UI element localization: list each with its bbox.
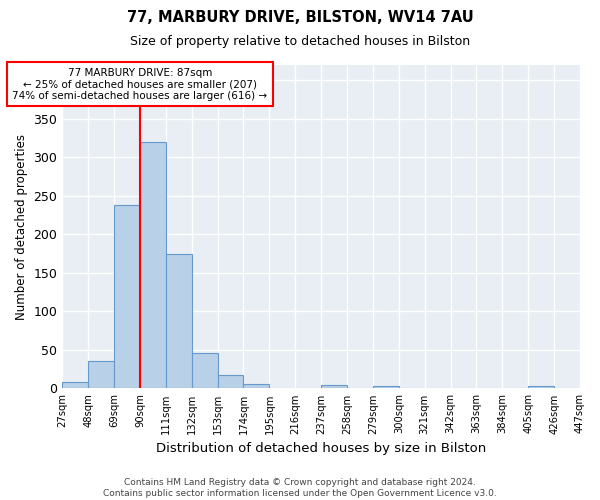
Text: Contains HM Land Registry data © Crown copyright and database right 2024.
Contai: Contains HM Land Registry data © Crown c… bbox=[103, 478, 497, 498]
Bar bbox=[528, 386, 554, 388]
Bar bbox=[114, 205, 140, 388]
Bar bbox=[244, 384, 269, 388]
Y-axis label: Number of detached properties: Number of detached properties bbox=[15, 134, 28, 320]
Text: 77 MARBURY DRIVE: 87sqm
← 25% of detached houses are smaller (207)
74% of semi-d: 77 MARBURY DRIVE: 87sqm ← 25% of detache… bbox=[13, 68, 268, 101]
Bar bbox=[321, 384, 347, 388]
Text: Size of property relative to detached houses in Bilston: Size of property relative to detached ho… bbox=[130, 35, 470, 48]
Bar bbox=[62, 382, 88, 388]
X-axis label: Distribution of detached houses by size in Bilston: Distribution of detached houses by size … bbox=[156, 442, 486, 455]
Bar bbox=[166, 254, 192, 388]
Bar bbox=[192, 353, 218, 388]
Bar bbox=[218, 376, 244, 388]
Text: 77, MARBURY DRIVE, BILSTON, WV14 7AU: 77, MARBURY DRIVE, BILSTON, WV14 7AU bbox=[127, 10, 473, 25]
Bar bbox=[88, 362, 114, 388]
Bar bbox=[373, 386, 399, 388]
Bar bbox=[140, 142, 166, 388]
